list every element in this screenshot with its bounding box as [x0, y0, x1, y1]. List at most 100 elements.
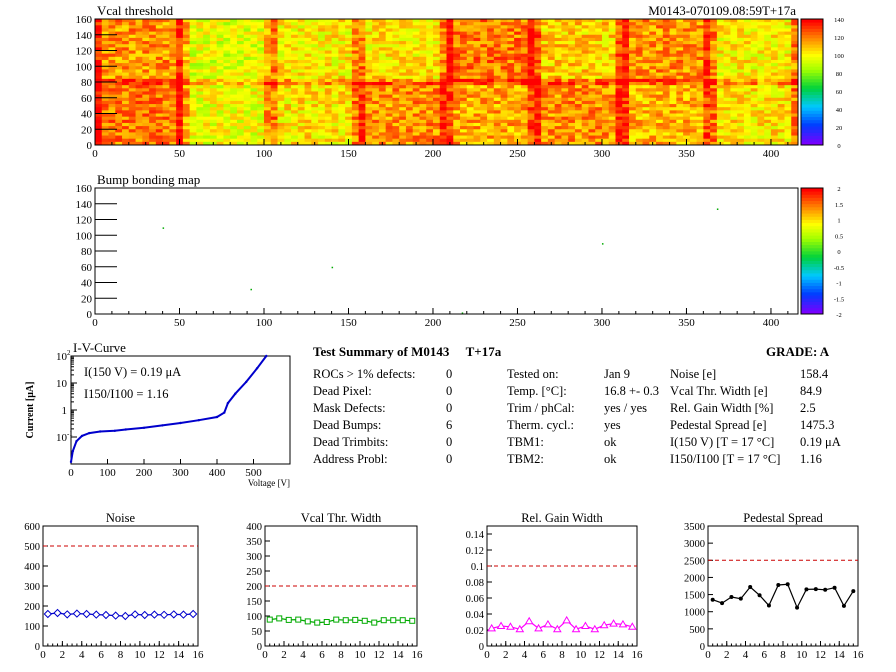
heatmap-cell: [500, 41, 508, 45]
heatmap-cell: [189, 53, 197, 58]
heatmap-cell: [696, 50, 704, 55]
heatmap-cell: [439, 78, 447, 83]
heatmap-cell: [730, 85, 738, 89]
y-tick-label: 100: [76, 230, 93, 242]
heatmap-cell: [95, 129, 103, 133]
heatmap-cell: [453, 37, 461, 42]
heatmap-cell: [196, 94, 204, 99]
heatmap-cell: [122, 132, 130, 136]
heatmap-cell: [162, 31, 170, 36]
heatmap-cell: [189, 22, 197, 26]
heatmap-cell: [142, 59, 150, 64]
heatmap-cell: [128, 53, 136, 58]
heatmap-cell: [432, 69, 441, 73]
heatmap-cell: [784, 97, 792, 102]
heatmap-cell: [453, 91, 461, 95]
heatmap-cell: [426, 82, 434, 86]
heatmap-cell: [95, 135, 103, 140]
heatmap-cell: [203, 85, 211, 89]
heatmap-cell: [561, 113, 569, 118]
heatmap-cell: [480, 50, 488, 55]
heatmap-cell: [345, 97, 353, 102]
heatmap-cell: [236, 91, 245, 95]
heatmap-cell: [507, 72, 515, 77]
heatmap-cell: [263, 82, 272, 86]
heatmap-cell: [230, 22, 238, 26]
heatmap-cell: [209, 75, 218, 80]
heatmap-cell: [358, 88, 366, 92]
heatmap-cell: [122, 31, 130, 36]
heatmap-cell: [689, 28, 698, 32]
heatmap-cell: [324, 122, 332, 127]
heatmap-cell: [622, 22, 630, 26]
heatmap-cell: [561, 132, 569, 136]
heatmap-cell: [324, 135, 332, 140]
heatmap-cell: [716, 110, 725, 114]
heatmap-cell: [95, 119, 103, 124]
x-tick-label: 10: [355, 649, 367, 661]
heatmap-cell: [791, 53, 799, 58]
heatmap-cell: [426, 44, 434, 48]
heatmap-cell: [189, 116, 197, 121]
heatmap-cell: [649, 31, 657, 36]
defect-label-3: Dead Bumps:: [313, 418, 382, 432]
heatmap-cell: [656, 82, 664, 86]
heatmap-cell: [676, 110, 684, 114]
heatmap-cell: [446, 53, 454, 58]
heatmap-cell: [149, 75, 157, 80]
heatmap-cell: [629, 59, 637, 64]
heatmap-cell: [318, 34, 326, 39]
heatmap-cell: [453, 44, 461, 48]
heatmap-cell: [520, 141, 529, 146]
heatmap-cell: [203, 72, 211, 77]
heatmap-cell: [155, 22, 163, 26]
heatmap-cell: [764, 129, 772, 133]
heatmap-cell: [784, 34, 792, 39]
heatmap-cell: [236, 132, 245, 136]
heatmap-cell: [135, 72, 143, 77]
heatmap-cell: [162, 94, 170, 99]
heatmap-cell: [737, 91, 745, 95]
heatmap-cell: [710, 31, 718, 36]
heatmap-cell: [737, 53, 745, 58]
heatmap-cell: [466, 47, 474, 51]
heatmap-cell: [365, 82, 373, 86]
heatmap-cell: [338, 75, 346, 80]
heatmap-cell: [520, 63, 529, 67]
heatmap-cell: [324, 47, 332, 51]
heatmap-cell: [284, 91, 292, 95]
y-tick-label: 80: [81, 246, 93, 258]
heatmap-cell: [777, 37, 785, 42]
heatmap-cell: [676, 34, 684, 39]
heatmap-cell: [689, 104, 698, 108]
heatmap-cell: [493, 53, 501, 58]
heatmap-cell: [135, 37, 143, 42]
heatmap-cell: [223, 22, 231, 26]
heatmap-cell: [257, 22, 265, 26]
heatmap-cell: [791, 78, 799, 83]
heatmap-cell: [236, 28, 245, 32]
heatmap-cell: [101, 25, 109, 29]
heatmap-cell: [568, 28, 576, 32]
heatmap-cell: [311, 116, 319, 121]
heatmap-cell: [392, 100, 400, 105]
heatmap-cell: [689, 138, 698, 143]
heatmap-cell: [236, 47, 245, 51]
heatmap-cell: [662, 88, 670, 92]
heatmap-cell: [189, 135, 197, 140]
heatmap-cell: [426, 141, 434, 146]
colorbar-bin: [801, 56, 823, 61]
heatmap-cell: [257, 66, 265, 70]
heatmap-cell: [453, 135, 461, 140]
heatmap-cell: [696, 63, 704, 67]
heatmap-cell: [142, 37, 150, 42]
heatmap-cell: [412, 82, 420, 86]
heatmap-cell: [385, 116, 393, 121]
heatmap-cell: [608, 44, 616, 48]
heatmap-cell: [784, 126, 792, 130]
heatmap-cell: [223, 129, 231, 133]
x-tick-label: 16: [632, 649, 644, 661]
heatmap-cell: [642, 138, 650, 143]
heatmap-cell: [757, 82, 765, 86]
heatmap-cell: [784, 44, 792, 48]
